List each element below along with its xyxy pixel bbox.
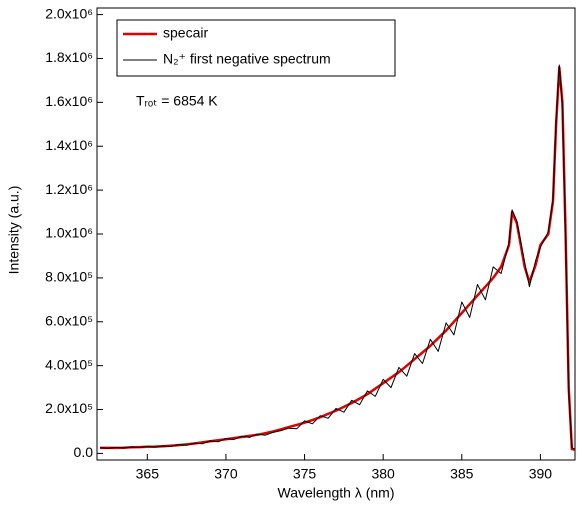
x-tick-label: 365 [136,466,160,482]
y-tick-label: 2.0x10⁶ [45,5,93,21]
x-tick-label: 380 [371,466,395,482]
x-tick-label: 390 [529,466,553,482]
x-tick-label: 375 [293,466,317,482]
y-tick-label: 1.2x10⁶ [45,181,93,197]
series-line [100,65,575,452]
legend-box [116,19,396,77]
y-tick-label: 0.0 [74,444,94,460]
x-tick-label: 370 [214,466,238,482]
x-tick-label: 385 [450,466,474,482]
y-axis-label: Intensity (a.u.) [6,186,22,275]
x-axis-label: Wavelength λ (nm) [278,485,395,501]
y-tick-label: 4.0x10⁵ [45,356,93,372]
series-line [100,64,575,450]
annotation: Tᵣₒₜ = 6854 K [136,93,218,109]
y-tick-label: 6.0x10⁵ [45,312,93,328]
y-tick-label: 1.8x10⁶ [45,49,93,65]
y-tick-label: 8.0x10⁵ [45,269,93,285]
y-tick-label: 1.4x10⁶ [45,137,93,153]
legend-label: specair [163,25,208,41]
y-tick-label: 1.6x10⁶ [45,93,93,109]
y-tick-label: 1.0x10⁶ [45,225,93,241]
legend-label: N₂⁺ first negative spectrum [163,51,331,67]
y-tick-label: 2.0x10⁵ [45,400,93,416]
